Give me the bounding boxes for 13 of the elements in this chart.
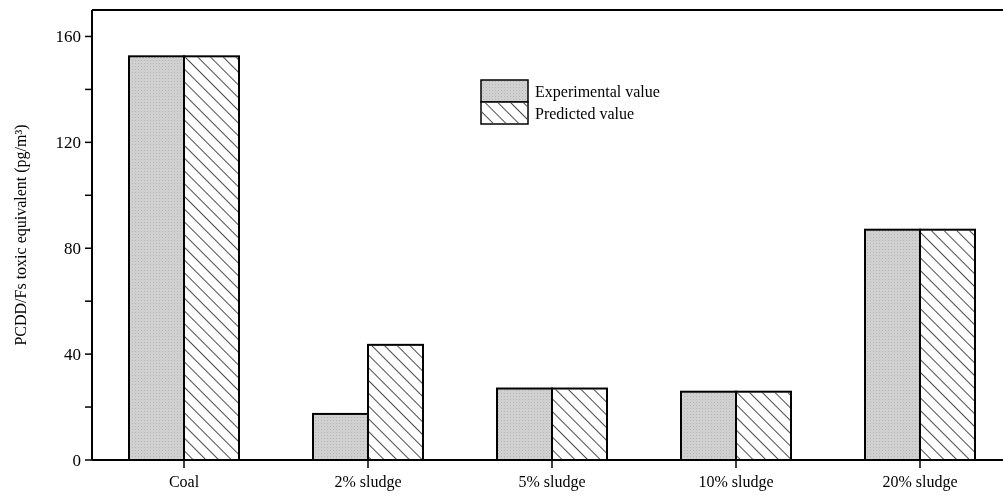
y-tick-label: 40 <box>64 345 81 365</box>
y-tick-label: 160 <box>55 27 81 47</box>
y-tick-label: 80 <box>64 239 81 259</box>
legend-label: Experimental value <box>535 82 660 101</box>
y-axis-title: PCDD/Fs toxic equivalent (pg/m³) <box>12 124 30 346</box>
legend-label: Predicted value <box>535 104 635 122</box>
x-tick-label: Coal <box>168 473 200 490</box>
x-tick-label: 5% sludge <box>518 473 586 491</box>
x-tick-label: 20% sludge <box>882 473 958 491</box>
x-tick-label: 10% sludge <box>698 473 774 491</box>
y-tick-label: 120 <box>55 133 81 153</box>
x-tick-label: 2% sludge <box>334 473 402 491</box>
y-tick-label: 0 <box>72 450 81 470</box>
